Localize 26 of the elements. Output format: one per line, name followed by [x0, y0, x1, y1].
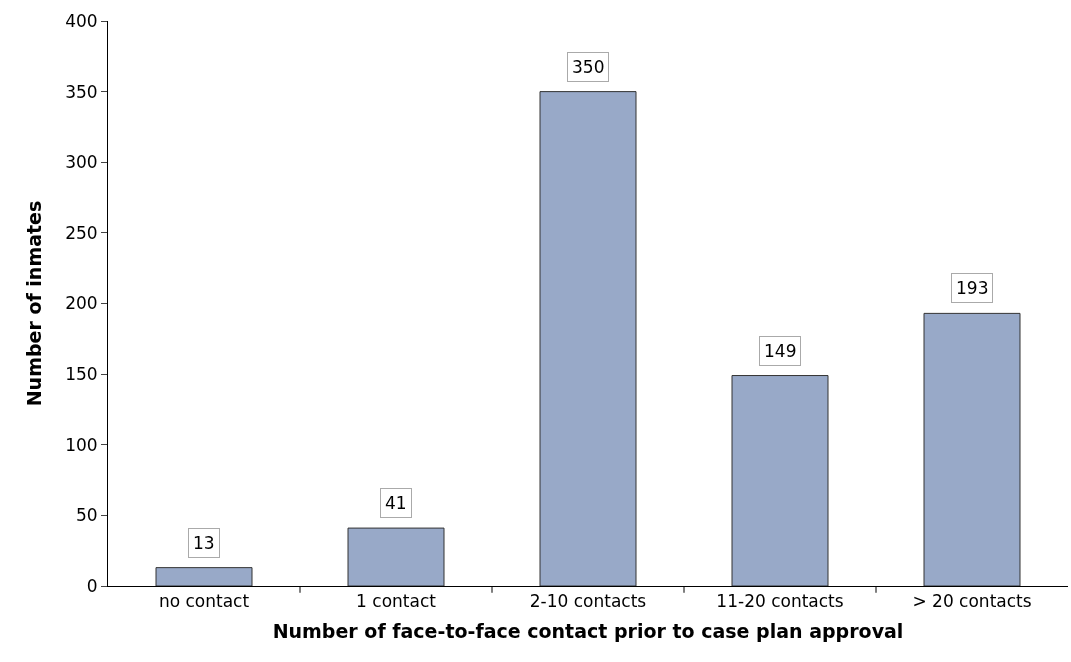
data-label: 350 [572, 57, 605, 77]
y-tick-label: 100 [65, 434, 98, 455]
bar [923, 312, 1021, 586]
y-tick-label: 150 [65, 364, 98, 385]
y-tick-label: 350 [65, 81, 98, 102]
y-tick-label: 400 [65, 10, 98, 31]
data-label: 13 [193, 533, 215, 553]
data-label: 41 [385, 493, 407, 513]
y-tick-label: 0 [86, 575, 98, 596]
bar [347, 527, 445, 586]
x-tick-label: no contact [158, 591, 250, 612]
y-tick-label: 250 [65, 222, 98, 243]
bar [155, 567, 253, 586]
data-label: 149 [764, 341, 797, 361]
y-tick-label: 200 [65, 293, 98, 314]
bar [731, 375, 829, 586]
data-label: 193 [956, 278, 989, 298]
y-axis-title: Number of inmates [23, 200, 45, 407]
y-tick-label: 300 [65, 152, 98, 173]
x-tick-label: 11-20 contacts [716, 591, 844, 612]
x-axis-title: Number of face-to-face contact prior to case plan approval [272, 620, 904, 643]
x-tick-label: > 20 contacts [912, 591, 1032, 612]
x-tick-label: 2-10 contacts [529, 591, 647, 612]
bar [539, 91, 637, 586]
y-tick-label: 50 [75, 505, 98, 526]
x-tick-label: 1 contact [356, 591, 437, 612]
